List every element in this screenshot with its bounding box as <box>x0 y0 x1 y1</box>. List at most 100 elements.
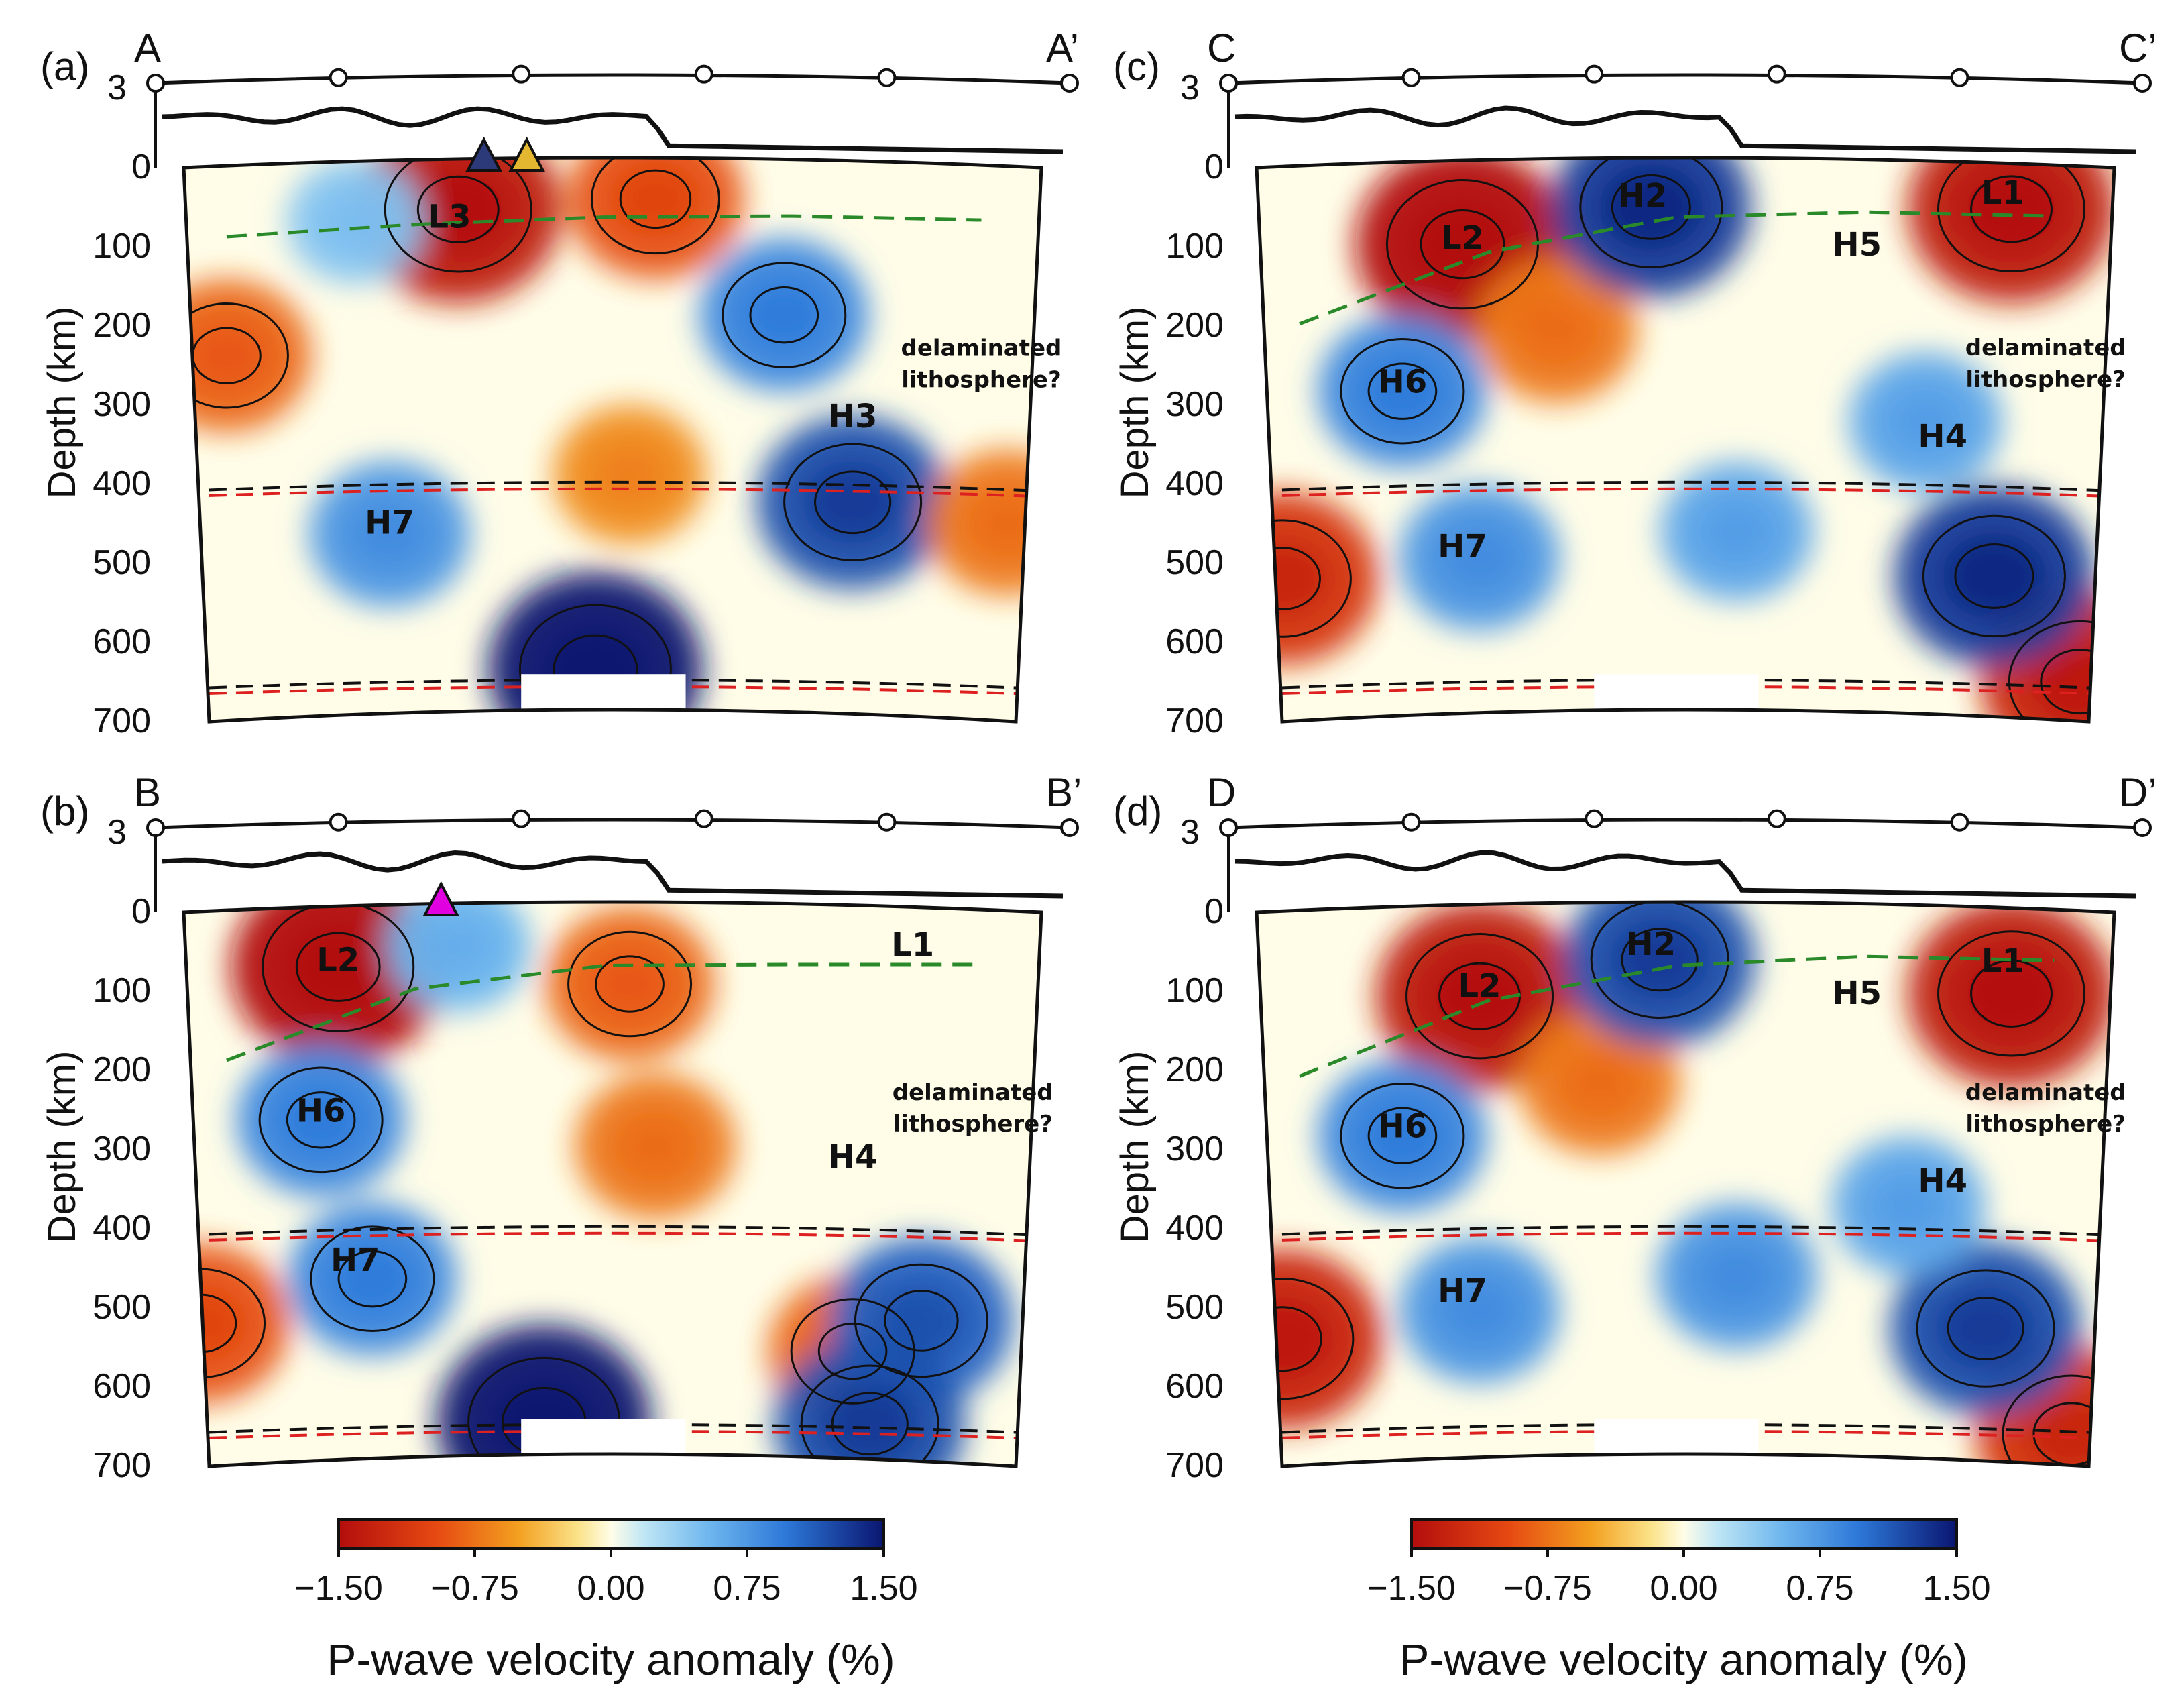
elevation-profile <box>162 106 1064 154</box>
anomaly-core-4 <box>740 278 829 351</box>
feature-label-delaminated: delaminated <box>893 1079 1053 1106</box>
tomography-section <box>184 158 1041 722</box>
contour-0 <box>1405 933 1554 1060</box>
contour-4 <box>722 262 847 368</box>
colorbar-right-tick-0: −1.50 <box>1367 1569 1456 1608</box>
anomaly-core-10 <box>1868 1173 1949 1239</box>
contour-inner-5 <box>286 1091 356 1149</box>
panel-c-ytick-0: 0 <box>1204 148 1224 186</box>
colorbar-left-title: P-wave velocity anomaly (%) <box>327 1635 895 1684</box>
feature-label-lithosphere: lithosphere? <box>1965 1111 2126 1138</box>
panel-c-ytick-300: 300 <box>1165 385 1224 424</box>
contour-inner-1 <box>1970 175 2053 243</box>
section-frame <box>1255 900 2116 1468</box>
feature-label-l1: L1 <box>891 926 934 964</box>
contour-inner-5 <box>1621 928 1699 992</box>
panel-d-ytick-200: 200 <box>1165 1050 1224 1089</box>
anomaly-core-6 <box>328 1242 417 1315</box>
contour-inner-5 <box>1611 174 1691 240</box>
contour-3 <box>1257 519 1352 638</box>
discontinuity-ref-410 <box>184 1225 1041 1238</box>
feature-label-lithosphere: lithosphere? <box>893 1111 1053 1138</box>
contour-inner-4 <box>2040 649 2114 715</box>
panel-a-end-label: A’ <box>1046 25 1079 70</box>
contour-inner-4 <box>817 1322 888 1380</box>
anomaly-core-5 <box>1599 164 1704 250</box>
panel-c-ytick-500: 500 <box>1165 543 1224 582</box>
anomaly-core-0 <box>282 921 395 1013</box>
panel-a-elevation-tick: 3 <box>107 68 127 107</box>
panel-d-ytick-600: 600 <box>1165 1367 1224 1406</box>
anomaly-core-5 <box>802 461 903 543</box>
profile-marker-5 <box>2133 818 2152 837</box>
profile-marker-0 <box>1219 818 1238 837</box>
colorbar-right-tick-4: 1.50 <box>1922 1569 1990 1608</box>
panel-a-ytick-700: 700 <box>93 702 151 740</box>
anomaly-core-5 <box>276 1084 365 1156</box>
panel-d-elevation-tick: 3 <box>1180 813 1200 852</box>
profile-marker-5 <box>1060 818 1079 837</box>
anomaly-core-6 <box>1358 355 1447 428</box>
panel-b-start-label: B <box>134 770 161 815</box>
anomaly-core-8 <box>1437 523 1522 592</box>
contour-1 <box>1937 930 2086 1057</box>
discontinuity-obs-410 <box>184 487 1041 499</box>
profile-marker-2 <box>512 809 531 828</box>
panel-c-y-ticks: 0 100 200 300 400 500 600 700 <box>1165 148 1224 740</box>
no-data-patch <box>521 674 686 722</box>
panel-a-plot: L3 H3 H7 delaminated lithosphere? <box>146 64 1079 724</box>
anomaly-core-1 <box>609 161 702 237</box>
feature-label-h6: H6 <box>1378 364 1428 401</box>
panel-c-ytick-600: 600 <box>1165 622 1224 661</box>
contour-inner-6 <box>1367 362 1438 420</box>
contour-5 <box>783 443 923 561</box>
anomaly-core-9 <box>819 1382 920 1465</box>
colorbar-left-tick-0: −1.50 <box>294 1569 383 1608</box>
contour-5 <box>1579 158 1723 268</box>
discontinuity-obs-410 <box>1257 1231 2114 1244</box>
panel-b: (b) B B’ 3 Depth (km) 0 100 200 300 400 … <box>40 770 1082 1485</box>
contour-4 <box>2008 620 2114 722</box>
contour-5 <box>258 1066 384 1174</box>
colorbar-left-tick-2: 0.00 <box>577 1569 644 1608</box>
anomaly-core-5 <box>1609 918 1710 1001</box>
elevation-profile <box>162 850 1064 899</box>
contour-7 <box>1916 1269 2055 1388</box>
discontinuity-obs-410 <box>1257 487 2114 499</box>
profile-marker-0 <box>1219 74 1238 93</box>
contour-inner-3 <box>1257 1306 1322 1372</box>
contour-inner-1 <box>1970 959 2053 1028</box>
topography <box>146 64 1079 168</box>
lab-line <box>226 962 982 1062</box>
panel-d-plot: L2 H2 L1 H5 H6 H4 H7 delaminated lithosphere? <box>1219 809 2152 1468</box>
panel-d-letter: (d) <box>1113 789 1162 834</box>
tomography-section <box>1257 158 2114 722</box>
panel-c-elevation-tick: 3 <box>1180 68 1200 107</box>
profile-marker-0 <box>146 818 165 837</box>
contour-4 <box>790 1298 915 1405</box>
no-data-patch <box>1594 674 1759 722</box>
feature-label-h6: H6 <box>1378 1108 1428 1146</box>
contour-4 <box>2002 1374 2114 1466</box>
feature-label-h7: H7 <box>1438 1272 1487 1310</box>
contour-6 <box>1340 337 1465 445</box>
colorbar-left-tick-4: 1.50 <box>850 1569 917 1608</box>
contour-6 <box>1340 1082 1465 1189</box>
lab-line <box>226 214 982 239</box>
profile-arc <box>155 73 1070 85</box>
panel-c-letter: (c) <box>1113 44 1160 89</box>
contour-inner-7 <box>1954 543 2034 609</box>
panel-d-ytick-0: 0 <box>1204 892 1224 931</box>
anomaly-core-2 <box>613 1111 698 1181</box>
feature-label-delaminated: delaminated <box>1965 1079 2126 1106</box>
anomaly-core-7 <box>1935 1287 2036 1370</box>
panel-a-y-axis-label: Depth (km) <box>40 307 84 499</box>
profile-marker-4 <box>877 68 897 87</box>
anomaly-core-10 <box>420 914 496 977</box>
contour-0 <box>384 158 532 273</box>
panel-a-letter: (a) <box>40 44 89 89</box>
contour-inner-7 <box>884 1290 959 1352</box>
profile-arc <box>1228 73 2143 85</box>
profile-arc <box>155 818 1070 830</box>
